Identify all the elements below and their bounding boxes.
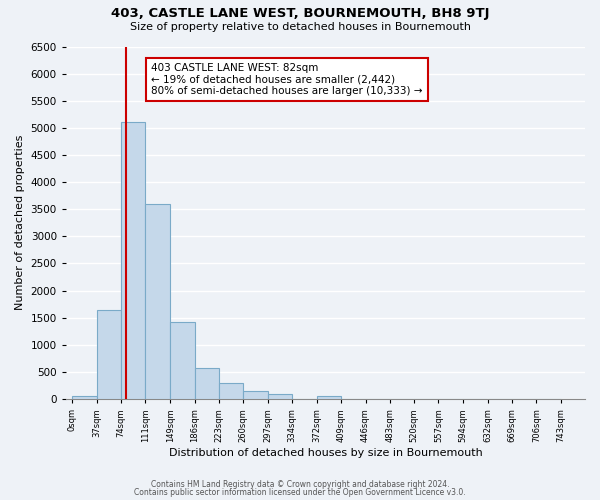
Text: Contains public sector information licensed under the Open Government Licence v3: Contains public sector information licen…	[134, 488, 466, 497]
Text: Contains HM Land Registry data © Crown copyright and database right 2024.: Contains HM Land Registry data © Crown c…	[151, 480, 449, 489]
Bar	[145, 204, 170, 399]
Y-axis label: Number of detached properties: Number of detached properties	[15, 135, 25, 310]
Bar	[194, 368, 219, 399]
Bar	[219, 383, 243, 399]
Bar	[170, 322, 194, 399]
Bar	[121, 122, 145, 399]
Bar	[268, 394, 292, 399]
Bar	[243, 391, 268, 399]
Bar	[317, 396, 341, 399]
Bar	[97, 310, 121, 399]
Text: 403, CASTLE LANE WEST, BOURNEMOUTH, BH8 9TJ: 403, CASTLE LANE WEST, BOURNEMOUTH, BH8 …	[111, 8, 489, 20]
Text: 403 CASTLE LANE WEST: 82sqm
← 19% of detached houses are smaller (2,442)
80% of : 403 CASTLE LANE WEST: 82sqm ← 19% of det…	[151, 63, 423, 96]
Text: Size of property relative to detached houses in Bournemouth: Size of property relative to detached ho…	[130, 22, 470, 32]
Bar	[73, 396, 97, 399]
X-axis label: Distribution of detached houses by size in Bournemouth: Distribution of detached houses by size …	[169, 448, 482, 458]
